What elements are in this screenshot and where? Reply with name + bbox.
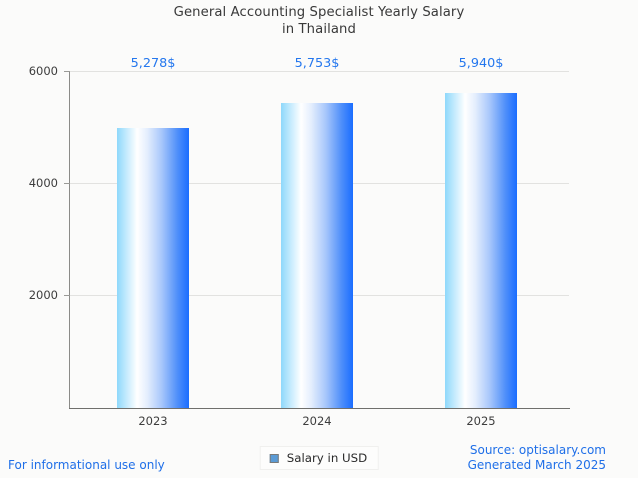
bar-2025[interactable] <box>445 93 517 408</box>
y-axis-line <box>69 71 70 409</box>
x-tick-label-2025: 2025 <box>466 414 496 428</box>
x-tick-label-2023: 2023 <box>138 414 168 428</box>
chart-legend[interactable]: Salary in USD <box>259 446 379 470</box>
legend-label-salary-in-usd: Salary in USD <box>286 451 368 465</box>
y-tick-mark-4000 <box>64 183 70 184</box>
chart-title-line-1: General Accounting Specialist Yearly Sal… <box>173 5 465 20</box>
disclaimer-text: For informational use only <box>8 458 165 472</box>
x-tick-label-2024: 2024 <box>302 414 332 428</box>
bar-value-label-2024: 5,753$ <box>294 56 340 71</box>
y-tick-label-6000: 6000 <box>28 64 58 78</box>
bar-value-label-2023: 5,278$ <box>130 56 176 71</box>
y-tick-label-2000: 2000 <box>28 288 58 302</box>
y-tick-label-4000: 4000 <box>28 176 58 190</box>
y-tick-mark-2000 <box>64 295 70 296</box>
chart-title: General Accounting Specialist Yearly Sal… <box>0 4 638 38</box>
chart-title-line-2: in Thailand <box>282 22 356 37</box>
y-tick-mark-6000 <box>64 71 70 72</box>
source-text: Source: optisalary.com <box>469 443 606 457</box>
legend-swatch-icon <box>269 453 279 463</box>
gridline-6000 <box>70 71 569 72</box>
x-axis-line <box>69 408 570 409</box>
bar-2023[interactable] <box>117 128 189 408</box>
source-block: Source: optisalary.com Generated March 2… <box>468 443 606 473</box>
bar-2024[interactable] <box>281 103 353 408</box>
bar-value-label-2025: 5,940$ <box>458 56 504 71</box>
plot-area <box>70 71 569 408</box>
generated-date-text: Generated March 2025 <box>467 458 606 472</box>
